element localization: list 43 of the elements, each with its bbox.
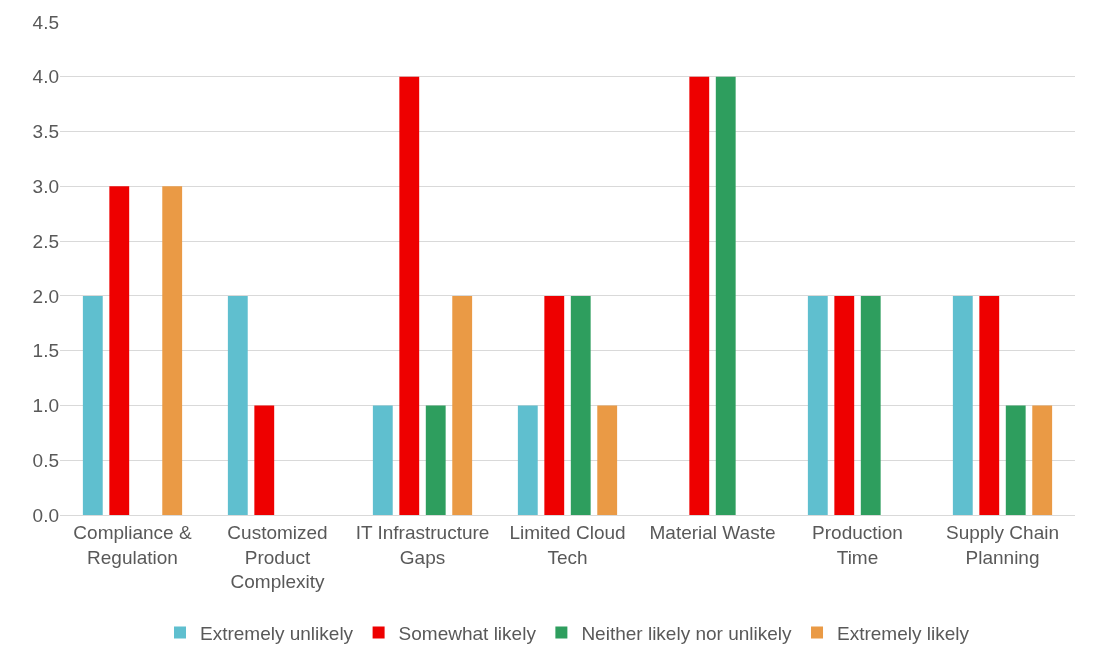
bar [517, 405, 538, 515]
x-tick-label: Supply Chain Planning [945, 521, 1060, 568]
bar [254, 405, 275, 515]
legend-label: Neither likely nor unlikely [581, 622, 793, 644]
bar [597, 405, 618, 515]
y-tick-label: 3.0 [32, 175, 59, 197]
y-tick-label: 4.5 [32, 11, 59, 33]
bar [570, 295, 591, 515]
bar [82, 295, 103, 515]
bar [1005, 405, 1026, 515]
y-tick-label: 2.5 [32, 230, 59, 252]
x-tick-label: Production Time [812, 521, 903, 568]
y-tick-label: 1.5 [32, 340, 59, 362]
bar [544, 295, 565, 515]
y-tick-label: 1.0 [32, 395, 59, 417]
legend-label: Somewhat likely [398, 622, 537, 644]
x-tick-label: IT Infrastructure Gaps [355, 521, 490, 568]
bar [425, 405, 446, 515]
x-tick-label: Material Waste [649, 521, 776, 543]
bar [860, 295, 881, 515]
legend-label: Extremely likely [837, 622, 970, 644]
bar [372, 405, 393, 515]
x-tick-label: Compliance & Regulation [73, 521, 192, 568]
bar [162, 186, 183, 515]
bar [979, 295, 1000, 515]
bar [834, 295, 855, 515]
bar [399, 76, 420, 515]
bar [227, 295, 248, 515]
bar [689, 76, 710, 515]
bar [807, 295, 828, 515]
x-tick-label: Limited Cloud Tech [509, 521, 626, 568]
y-tick-label: 0.0 [32, 504, 59, 526]
bar [952, 295, 973, 515]
x-tick-label: Customized Product Complexity [227, 521, 328, 593]
y-tick-label: 4.0 [32, 66, 59, 88]
bar [109, 186, 130, 515]
bar [1032, 405, 1053, 515]
y-tick-label: 0.5 [32, 449, 59, 471]
y-tick-label: 2.0 [32, 285, 59, 307]
bar [715, 76, 736, 515]
bar [452, 295, 473, 515]
legend-label: Extremely unlikely [200, 622, 354, 644]
y-tick-label: 3.5 [32, 121, 59, 143]
